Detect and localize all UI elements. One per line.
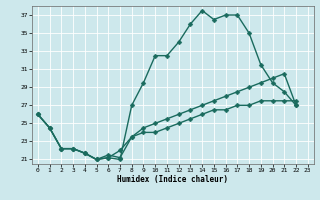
X-axis label: Humidex (Indice chaleur): Humidex (Indice chaleur) (117, 175, 228, 184)
